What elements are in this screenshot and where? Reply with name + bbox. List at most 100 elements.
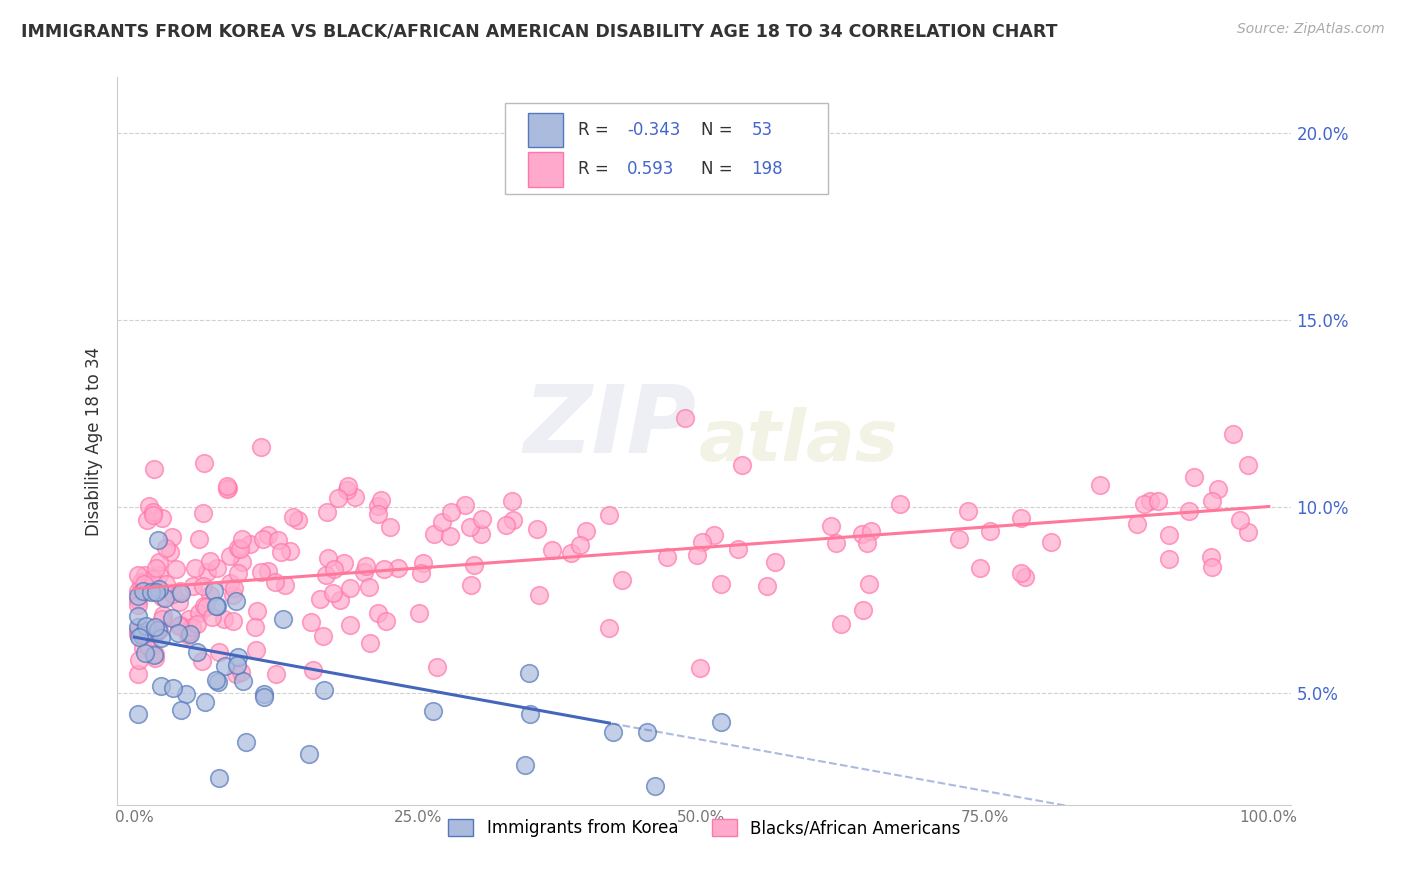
Point bbox=[1146, 493, 1168, 508]
Point bbox=[948, 532, 970, 546]
Point bbox=[193, 599, 215, 613]
Point bbox=[188, 606, 211, 620]
Point bbox=[169, 584, 191, 599]
Point bbox=[957, 504, 980, 518]
Point bbox=[186, 645, 208, 659]
Point bbox=[344, 490, 367, 504]
Point bbox=[142, 648, 165, 663]
Point bbox=[502, 513, 524, 527]
Point bbox=[354, 559, 377, 574]
Point bbox=[152, 612, 174, 626]
Point bbox=[1126, 517, 1149, 532]
Point bbox=[339, 581, 361, 595]
Point bbox=[979, 524, 1001, 538]
Point bbox=[256, 528, 278, 542]
FancyBboxPatch shape bbox=[529, 112, 564, 147]
Point bbox=[453, 498, 475, 512]
Point bbox=[205, 599, 228, 613]
Text: R =: R = bbox=[578, 161, 613, 178]
Point bbox=[245, 643, 267, 657]
Text: -0.343: -0.343 bbox=[627, 121, 681, 139]
Point bbox=[132, 640, 155, 655]
Point bbox=[1157, 551, 1180, 566]
Point bbox=[333, 556, 356, 570]
Point bbox=[167, 595, 190, 609]
Point bbox=[231, 665, 253, 679]
Point bbox=[165, 562, 187, 576]
Point bbox=[430, 515, 453, 529]
FancyBboxPatch shape bbox=[505, 103, 828, 194]
Point bbox=[148, 568, 170, 582]
Point bbox=[460, 578, 482, 592]
Point bbox=[374, 614, 396, 628]
Point bbox=[225, 594, 247, 608]
Point bbox=[439, 528, 461, 542]
Point bbox=[132, 576, 155, 591]
Point bbox=[215, 479, 238, 493]
Text: 198: 198 bbox=[751, 161, 783, 178]
Point bbox=[208, 645, 231, 659]
Point bbox=[232, 673, 254, 688]
Point bbox=[339, 617, 361, 632]
Point bbox=[409, 566, 432, 581]
Point bbox=[155, 577, 177, 591]
Point bbox=[422, 704, 444, 718]
Point bbox=[336, 483, 359, 497]
Point bbox=[408, 606, 430, 620]
Point bbox=[689, 661, 711, 675]
Point bbox=[602, 725, 624, 739]
Point bbox=[264, 667, 287, 681]
Point bbox=[181, 579, 204, 593]
Point bbox=[765, 555, 787, 569]
Point bbox=[517, 666, 540, 681]
Point bbox=[187, 532, 209, 546]
Point bbox=[299, 615, 322, 630]
Point bbox=[373, 562, 395, 576]
Point bbox=[160, 611, 183, 625]
Point bbox=[127, 598, 149, 612]
Point bbox=[353, 565, 375, 579]
Point bbox=[598, 508, 620, 522]
Point bbox=[205, 673, 228, 687]
Point bbox=[142, 508, 165, 523]
Point bbox=[598, 621, 620, 635]
Point bbox=[218, 575, 240, 590]
Point bbox=[673, 411, 696, 425]
Point bbox=[470, 512, 492, 526]
Point bbox=[267, 533, 290, 548]
Point bbox=[155, 591, 177, 605]
Point bbox=[177, 627, 200, 641]
Point bbox=[136, 575, 159, 590]
Point bbox=[278, 543, 301, 558]
Point bbox=[226, 657, 249, 672]
Point bbox=[380, 520, 402, 534]
Point bbox=[235, 735, 257, 749]
Point bbox=[1010, 511, 1032, 525]
Point bbox=[889, 498, 911, 512]
Point bbox=[463, 558, 485, 572]
Point bbox=[560, 546, 582, 560]
Point bbox=[202, 584, 225, 599]
Point bbox=[309, 592, 332, 607]
Point bbox=[143, 650, 166, 665]
Point bbox=[852, 603, 875, 617]
Point bbox=[143, 622, 166, 636]
Point bbox=[315, 505, 337, 519]
Point bbox=[1201, 560, 1223, 574]
Point bbox=[214, 659, 236, 673]
Point bbox=[207, 599, 229, 613]
Point bbox=[146, 624, 169, 638]
Point bbox=[298, 747, 321, 761]
Point bbox=[198, 554, 221, 568]
Point bbox=[127, 608, 149, 623]
Point bbox=[253, 690, 276, 705]
Point bbox=[322, 586, 344, 600]
Point bbox=[191, 579, 214, 593]
Point bbox=[135, 513, 157, 527]
Point bbox=[302, 664, 325, 678]
Point bbox=[159, 545, 181, 559]
Point bbox=[138, 500, 160, 514]
Point bbox=[127, 624, 149, 638]
Point bbox=[184, 561, 207, 575]
Point bbox=[315, 568, 337, 582]
